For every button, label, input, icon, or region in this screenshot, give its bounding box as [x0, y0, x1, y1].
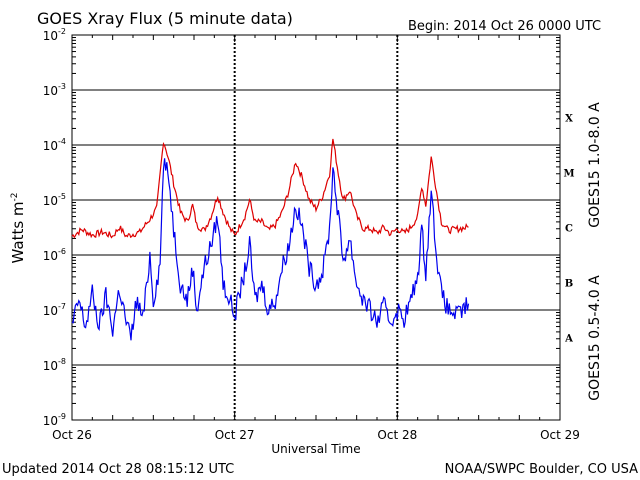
- begin-label: Begin: 2014 Oct 26 0000 UTC: [408, 19, 601, 34]
- y-tick-label: 10-3: [43, 82, 66, 98]
- y-tick-base: 10: [43, 139, 58, 153]
- source-credit: NOAA/SWPC Boulder, CO USA: [445, 462, 638, 477]
- y-tick-base: 10: [43, 29, 58, 43]
- y-tick-exp: -5: [58, 192, 66, 201]
- plot-frame: [71, 34, 561, 421]
- y-tick-exp: -9: [58, 412, 66, 421]
- y-tick-base: 10: [43, 84, 58, 98]
- updated-timestamp: Updated 2014 Oct 28 08:15:12 UTC: [2, 462, 234, 477]
- flare-class-labels: X M C B A: [563, 114, 574, 345]
- series-lines: [71, 138, 470, 341]
- flare-class-m: M: [563, 169, 574, 180]
- y-tick-base: 10: [43, 359, 58, 373]
- series-line-0: [71, 138, 469, 239]
- x-tick-label: Oct 26: [52, 428, 92, 442]
- y-tick-label: 10-7: [43, 302, 66, 318]
- x-tick-label: Oct 27: [215, 428, 255, 442]
- y-tick-exp: -4: [58, 137, 66, 146]
- y-axis-label: Watts m-2: [9, 192, 27, 263]
- gridlines: [71, 35, 561, 420]
- y-tick-label: 10-4: [43, 137, 66, 153]
- y-tick-exp: -8: [58, 357, 66, 366]
- x-tick-label: Oct 28: [377, 428, 417, 442]
- y-tick-base: 10: [43, 304, 58, 318]
- y-tick-base: 10: [43, 194, 58, 208]
- flare-class-a: A: [564, 334, 573, 345]
- x-axis-label: Universal Time: [271, 442, 360, 456]
- y-tick-label: 10-5: [43, 192, 66, 208]
- y-tick-exp: -2: [58, 27, 66, 36]
- x-tick-label: Oct 29: [540, 428, 580, 442]
- flare-class-c: C: [565, 224, 573, 235]
- x-axis-ticks: Oct 26 Oct 27 Oct 28 Oct 29: [52, 428, 580, 442]
- chart-title: GOES Xray Flux (5 minute data): [37, 9, 293, 28]
- legend-series-short: GOES15 0.5-4.0 A: [587, 275, 603, 401]
- y-tick-exp: -6: [58, 247, 66, 256]
- y-tick-base: 10: [43, 249, 58, 263]
- y-tick-label: 10-2: [43, 27, 66, 43]
- y-tick-label: 10-8: [43, 357, 66, 373]
- series-line-1: [71, 158, 470, 341]
- flare-class-b: B: [565, 279, 573, 290]
- y-tick-label: 10-6: [43, 247, 66, 263]
- y-tick-label: 10-9: [43, 412, 66, 428]
- y-axis-ticks: 10-210-310-410-510-610-710-810-9: [43, 27, 66, 428]
- legend-series-long: GOES15 1.0-8.0 A: [587, 102, 603, 228]
- flare-class-x: X: [565, 114, 573, 125]
- y-tick-base: 10: [43, 414, 58, 428]
- y-axis-label-exp: -2: [10, 192, 20, 201]
- y-tick-exp: -3: [58, 82, 66, 91]
- y-axis-label-base: Watts m: [9, 201, 27, 263]
- y-tick-exp: -7: [58, 302, 66, 311]
